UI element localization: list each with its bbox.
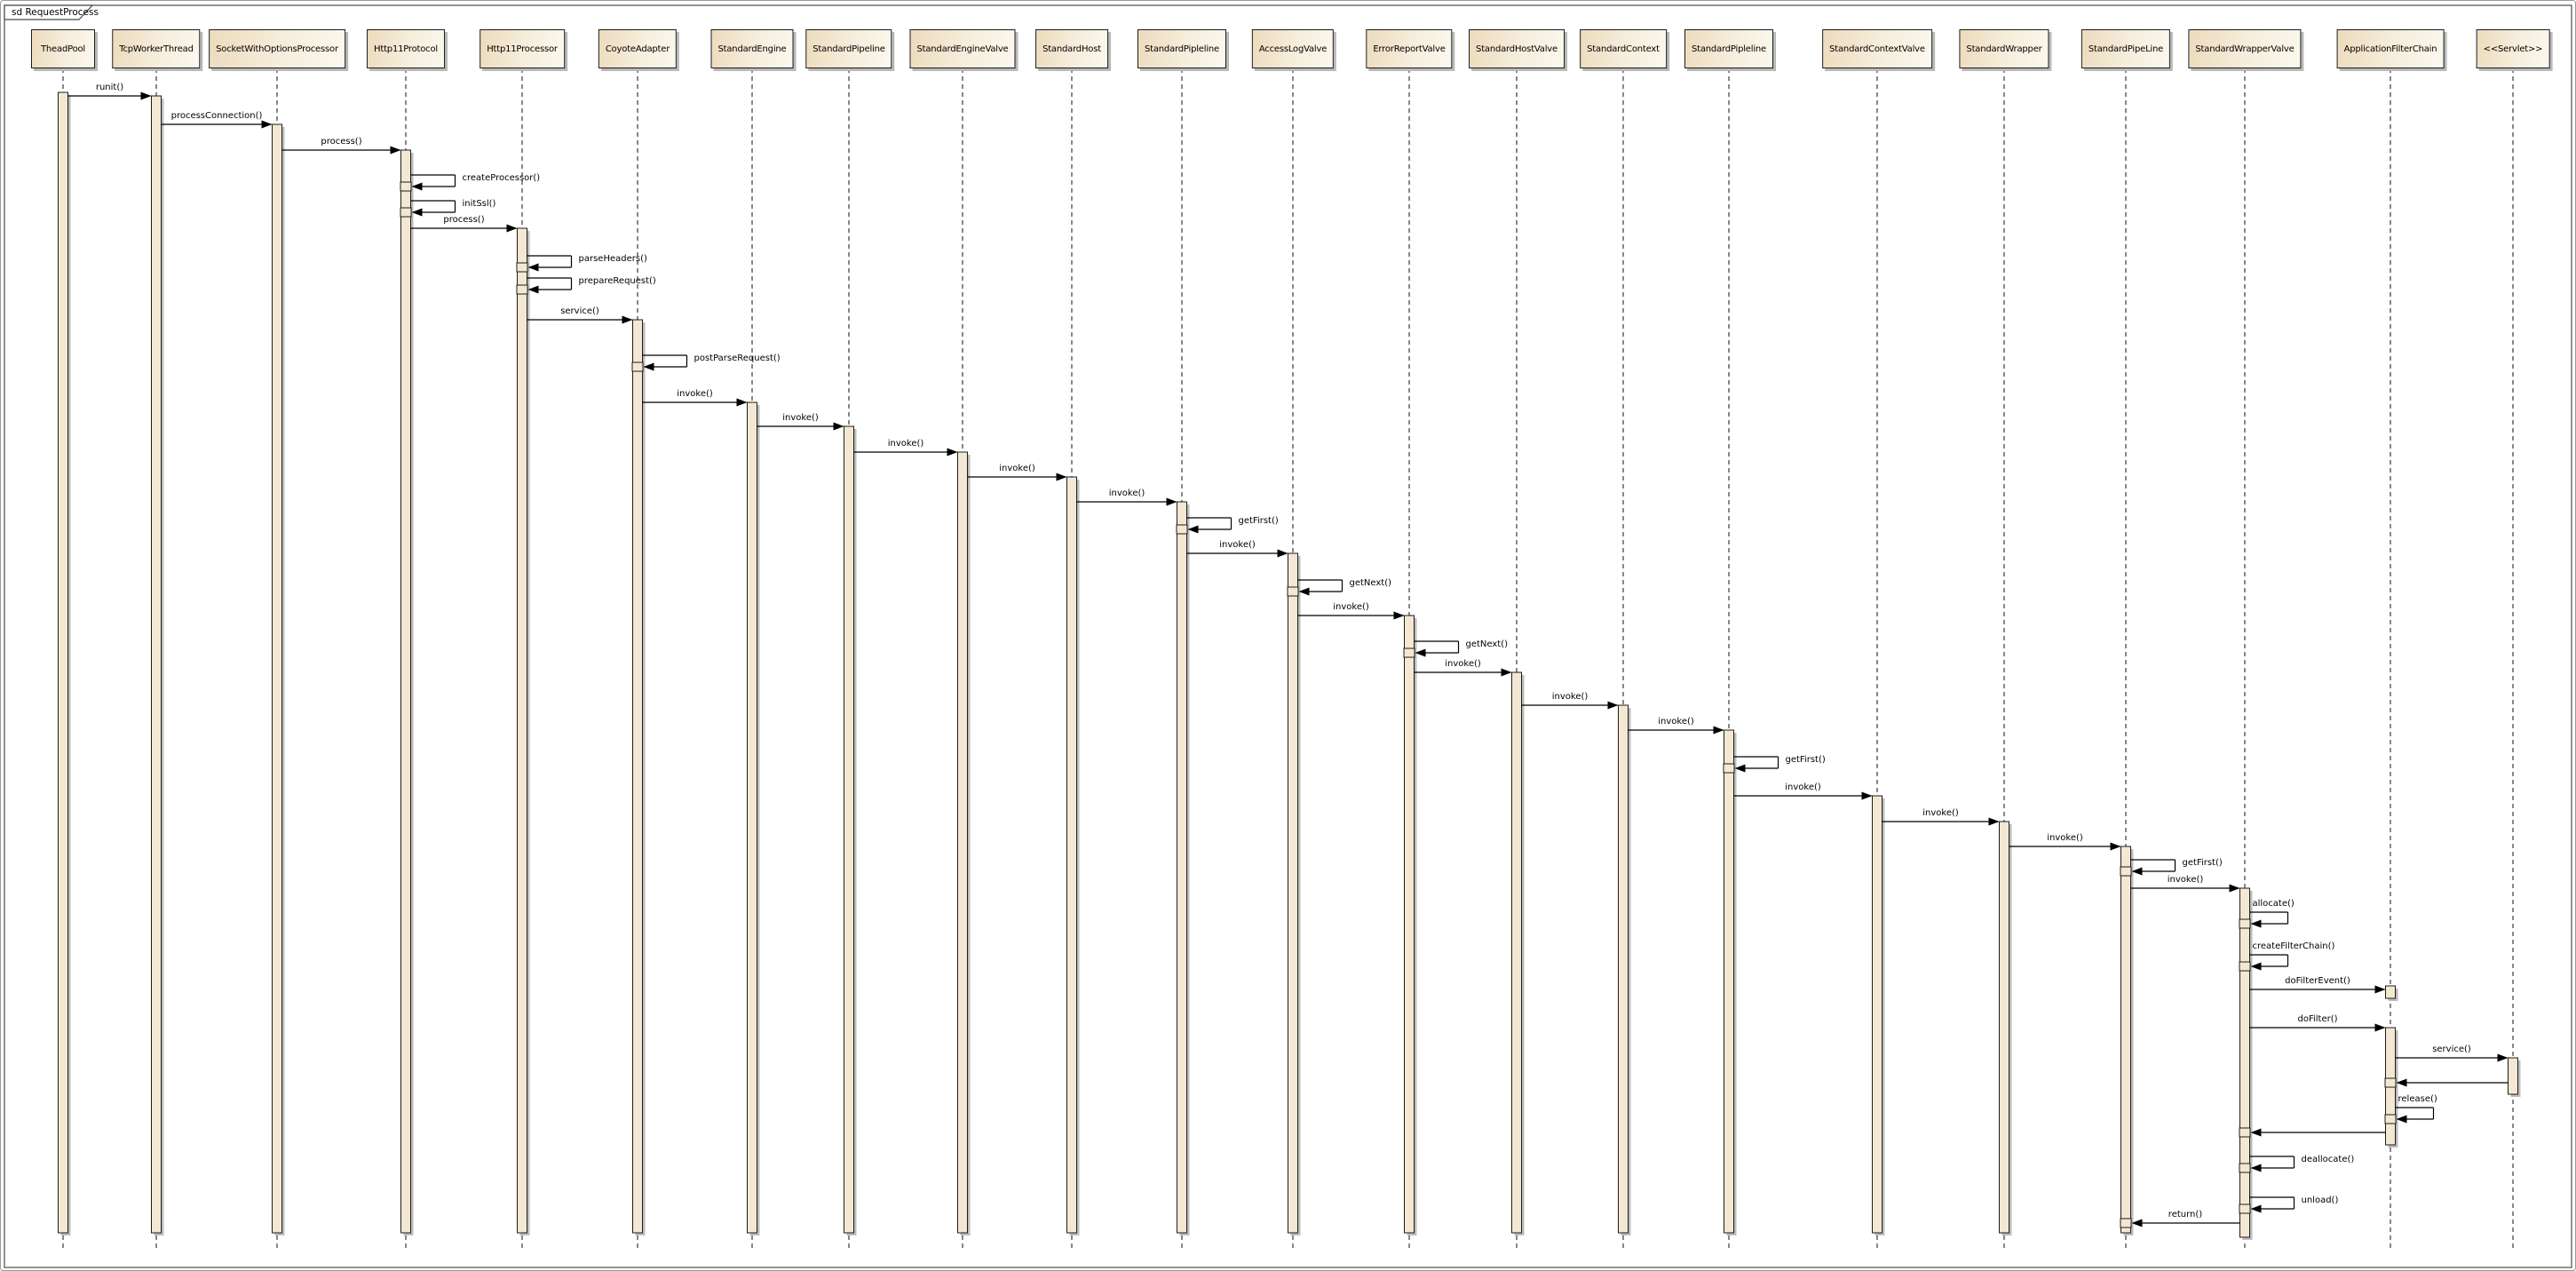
arrowhead-left-icon [643, 362, 654, 371]
self-return-box [516, 284, 528, 295]
return-point-box [2120, 1218, 2132, 1228]
arrowhead-right-icon [261, 120, 273, 129]
self-return-box [2384, 1114, 2397, 1124]
arrowhead-left-icon [2396, 1115, 2407, 1124]
arrowhead-right-icon [2110, 842, 2121, 851]
activation-bar-http11processor [517, 227, 527, 1234]
arrowhead-left-icon [1734, 764, 1746, 773]
arrowhead-right-icon [506, 224, 518, 233]
return-point-box [2239, 1127, 2251, 1138]
arrowhead-right-icon [1277, 549, 1288, 558]
arrowhead-right-icon [2229, 884, 2240, 893]
self-return-box [400, 181, 412, 192]
arrowhead-left-icon [1298, 587, 1310, 596]
arrowhead-right-icon [1861, 791, 1873, 800]
activation-bar-http11protocol [400, 149, 411, 1234]
self-return-box [2239, 961, 2251, 972]
arrowhead-right-icon [2374, 1023, 2386, 1032]
arrowhead-left-icon [527, 263, 539, 272]
arrowhead-right-icon [2497, 1053, 2509, 1062]
arrowhead-left-icon [2250, 1164, 2262, 1172]
activation-bar-coyoteadapter [632, 319, 643, 1234]
arrowhead-left-icon [2131, 1219, 2143, 1227]
activation-bar-socketwithoptionsprocessor [272, 123, 282, 1234]
activation-bar-standardwrappervalve [2239, 887, 2250, 1238]
self-return-box [2239, 1163, 2251, 1173]
activation-bar-errorreportvalve [1404, 615, 1415, 1234]
activation-bar-standardengine [747, 401, 757, 1234]
arrowhead-left-icon [411, 208, 423, 217]
self-return-box [1176, 524, 1188, 535]
activation-bar-standardhost [1066, 476, 1077, 1234]
activation-bar-standardcontext [1618, 704, 1629, 1234]
self-return-box [400, 207, 412, 218]
activation-bar-standardpipeline [2120, 846, 2131, 1234]
arrowhead-left-icon [527, 285, 539, 294]
return-point-box [2384, 1077, 2397, 1088]
self-return-box [2239, 918, 2251, 929]
arrowhead-left-icon [1415, 648, 1426, 657]
self-return-box [516, 262, 528, 273]
arrowhead-right-icon [736, 398, 748, 407]
arrowhead-right-icon [1393, 611, 1405, 620]
self-return-box [1723, 763, 1735, 774]
arrowhead-left-icon [1187, 525, 1199, 534]
arrowhead-left-icon [2250, 1128, 2262, 1137]
activation-bar-standardhostvalve [1511, 671, 1522, 1234]
arrowhead-right-icon [947, 448, 958, 457]
arrowhead-right-icon [833, 422, 844, 431]
arrowhead-left-icon [2250, 919, 2262, 928]
activation-bar-standardpipeline [844, 425, 854, 1234]
activation-bar-applicationfilterchain [2385, 985, 2396, 999]
activation-bar-standardenginevalve [957, 451, 968, 1234]
arrowhead-left-icon [2131, 867, 2143, 876]
activation-bar-tcpworkerthread [151, 95, 162, 1234]
arrowhead-left-icon [2250, 1204, 2262, 1213]
self-return-box [1403, 647, 1415, 658]
arrowhead-left-icon [2250, 962, 2262, 971]
arrowhead-right-icon [1607, 701, 1619, 710]
arrowhead-right-icon [1501, 668, 1512, 677]
activation-bar-standardwrapper [1999, 821, 2009, 1234]
frame-tab [4, 4, 94, 20]
arrowhead-right-icon [622, 315, 633, 324]
self-return-box [631, 361, 644, 372]
self-return-box [2120, 866, 2132, 877]
arrowhead-left-icon [2396, 1078, 2407, 1087]
activation-bar-accesslogvalve [1288, 552, 1298, 1234]
arrowhead-right-icon [1166, 497, 1177, 506]
arrowhead-right-icon [2374, 985, 2386, 994]
arrowhead-right-icon [390, 146, 401, 155]
sequence-frame-border [4, 4, 2572, 1268]
arrowhead-right-icon [1056, 473, 1067, 481]
arrowhead-left-icon [411, 182, 423, 191]
arrowhead-right-icon [1988, 817, 2000, 826]
activation-bar-servlet [2508, 1057, 2518, 1095]
activation-bar-theadpool [58, 91, 68, 1234]
self-return-box [2239, 1203, 2251, 1214]
activation-bar-standardcontextvalve [1872, 795, 1882, 1234]
arrowhead-right-icon [140, 91, 152, 100]
activation-bar-standardpipleline [1177, 501, 1187, 1234]
arrowhead-right-icon [1713, 726, 1724, 735]
self-return-box [1287, 586, 1299, 597]
activation-bar-standardpipleline [1724, 729, 1734, 1234]
